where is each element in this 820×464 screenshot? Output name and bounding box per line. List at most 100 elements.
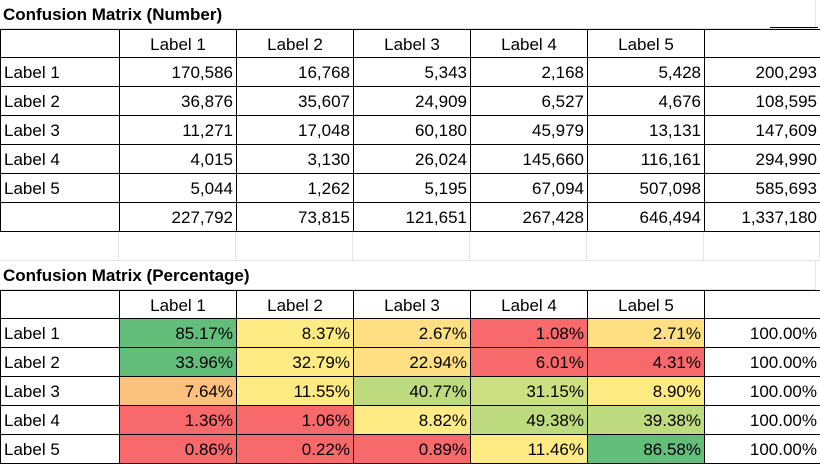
column-header[interactable]: Label 5 <box>588 290 705 319</box>
column-header[interactable]: Label 2 <box>237 29 354 58</box>
row-label[interactable]: Label 2 <box>1 87 120 116</box>
column-header[interactable]: Label 5 <box>588 29 705 58</box>
percentage-value-cell[interactable]: 4.31% <box>588 348 705 377</box>
row-label[interactable]: Label 2 <box>1 348 120 377</box>
total-header-cell[interactable] <box>705 290 820 319</box>
row-label[interactable]: Label 3 <box>1 377 120 406</box>
number-value-cell[interactable]: 4,676 <box>588 87 705 116</box>
column-header[interactable]: Label 4 <box>471 290 588 319</box>
empty-cell[interactable] <box>236 232 353 261</box>
percentage-value-cell[interactable]: 2.67% <box>354 319 471 348</box>
number-value-cell[interactable]: 36,876 <box>120 87 237 116</box>
number-value-cell[interactable]: 35,607 <box>237 87 354 116</box>
row-total[interactable]: 100.00% <box>705 348 820 377</box>
empty-cell[interactable] <box>700 261 816 290</box>
empty-cell[interactable] <box>583 261 700 290</box>
percentage-value-cell[interactable]: 1.08% <box>471 319 588 348</box>
row-total[interactable]: 585,693 <box>705 174 820 203</box>
number-value-cell[interactable]: 45,979 <box>471 116 588 145</box>
percentage-value-cell[interactable]: 85.17% <box>120 319 237 348</box>
empty-cell[interactable] <box>470 232 587 261</box>
empty-cell[interactable] <box>0 232 119 261</box>
percentage-value-cell[interactable]: 7.64% <box>120 377 237 406</box>
number-value-cell[interactable]: 24,909 <box>354 87 471 116</box>
percentage-value-cell[interactable]: 6.01% <box>471 348 588 377</box>
percentage-value-cell[interactable]: 0.89% <box>354 435 471 464</box>
row-total[interactable]: 147,609 <box>705 116 820 145</box>
empty-cell[interactable] <box>587 232 704 261</box>
percentage-value-cell[interactable]: 33.96% <box>120 348 237 377</box>
number-value-cell[interactable]: 3,130 <box>237 145 354 174</box>
total-header-cell[interactable] <box>705 29 820 58</box>
row-total[interactable]: 108,595 <box>705 87 820 116</box>
number-value-cell[interactable]: 170,586 <box>120 58 237 87</box>
corner-cell[interactable] <box>1 29 120 58</box>
percentage-value-cell[interactable]: 39.38% <box>588 406 705 435</box>
percentage-value-cell[interactable]: 8.82% <box>354 406 471 435</box>
percentage-value-cell[interactable]: 32.79% <box>237 348 354 377</box>
percentage-value-cell[interactable]: 1.06% <box>237 406 354 435</box>
row-total[interactable]: 200,293 <box>705 58 820 87</box>
percentage-table-title[interactable]: Confusion Matrix (Percentage) <box>0 261 466 290</box>
number-value-cell[interactable]: 5,195 <box>354 174 471 203</box>
row-label[interactable]: Label 1 <box>1 58 120 87</box>
row-total[interactable]: 294,990 <box>705 145 820 174</box>
row-label[interactable]: Label 4 <box>1 145 120 174</box>
percentage-value-cell[interactable]: 49.38% <box>471 406 588 435</box>
percentage-value-cell[interactable]: 11.55% <box>237 377 354 406</box>
number-table-title[interactable]: Confusion Matrix (Number) <box>0 0 466 29</box>
percentage-value-cell[interactable]: 31.15% <box>471 377 588 406</box>
corner-cell[interactable] <box>1 290 120 319</box>
row-label[interactable]: Label 1 <box>1 319 120 348</box>
empty-cell[interactable] <box>119 232 236 261</box>
empty-cell[interactable] <box>700 0 816 29</box>
column-total[interactable]: 73,815 <box>237 203 354 232</box>
column-header[interactable]: Label 4 <box>471 29 588 58</box>
percentage-value-cell[interactable]: 86.58% <box>588 435 705 464</box>
number-value-cell[interactable]: 5,044 <box>120 174 237 203</box>
number-value-cell[interactable]: 26,024 <box>354 145 471 174</box>
column-header[interactable]: Label 3 <box>354 290 471 319</box>
empty-cell[interactable] <box>353 232 470 261</box>
number-value-cell[interactable]: 11,271 <box>120 116 237 145</box>
column-header[interactable]: Label 2 <box>237 290 354 319</box>
number-value-cell[interactable]: 6,527 <box>471 87 588 116</box>
row-total[interactable]: 100.00% <box>705 377 820 406</box>
number-value-cell[interactable]: 17,048 <box>237 116 354 145</box>
column-header[interactable]: Label 3 <box>354 29 471 58</box>
percentage-value-cell[interactable]: 1.36% <box>120 406 237 435</box>
row-label[interactable]: Label 4 <box>1 406 120 435</box>
column-total[interactable]: 227,792 <box>120 203 237 232</box>
number-value-cell[interactable]: 4,015 <box>120 145 237 174</box>
number-value-cell[interactable]: 145,660 <box>471 145 588 174</box>
percentage-value-cell[interactable]: 11.46% <box>471 435 588 464</box>
percentage-value-cell[interactable]: 8.37% <box>237 319 354 348</box>
percentage-value-cell[interactable]: 22.94% <box>354 348 471 377</box>
number-value-cell[interactable]: 116,161 <box>588 145 705 174</box>
column-total[interactable]: 267,428 <box>471 203 588 232</box>
number-value-cell[interactable]: 13,131 <box>588 116 705 145</box>
row-total[interactable]: 100.00% <box>705 319 820 348</box>
number-value-cell[interactable]: 5,343 <box>354 58 471 87</box>
number-value-cell[interactable]: 2,168 <box>471 58 588 87</box>
column-header[interactable]: Label 1 <box>120 290 237 319</box>
percentage-value-cell[interactable]: 0.86% <box>120 435 237 464</box>
percentage-value-cell[interactable]: 8.90% <box>588 377 705 406</box>
number-value-cell[interactable]: 1,262 <box>237 174 354 203</box>
grand-total[interactable]: 1,337,180 <box>705 203 820 232</box>
empty-cell[interactable] <box>583 0 700 29</box>
row-total[interactable]: 100.00% <box>705 435 820 464</box>
row-label[interactable]: Label 3 <box>1 116 120 145</box>
number-value-cell[interactable]: 67,094 <box>471 174 588 203</box>
column-total[interactable]: 121,651 <box>354 203 471 232</box>
column-header[interactable]: Label 1 <box>120 29 237 58</box>
empty-cell[interactable] <box>704 232 820 261</box>
empty-cell[interactable] <box>466 0 583 29</box>
percentage-value-cell[interactable]: 40.77% <box>354 377 471 406</box>
number-value-cell[interactable]: 16,768 <box>237 58 354 87</box>
number-value-cell[interactable]: 60,180 <box>354 116 471 145</box>
row-label[interactable]: Label 5 <box>1 174 120 203</box>
row-label[interactable]: Label 5 <box>1 435 120 464</box>
column-total[interactable]: 646,494 <box>588 203 705 232</box>
row-total[interactable]: 100.00% <box>705 406 820 435</box>
